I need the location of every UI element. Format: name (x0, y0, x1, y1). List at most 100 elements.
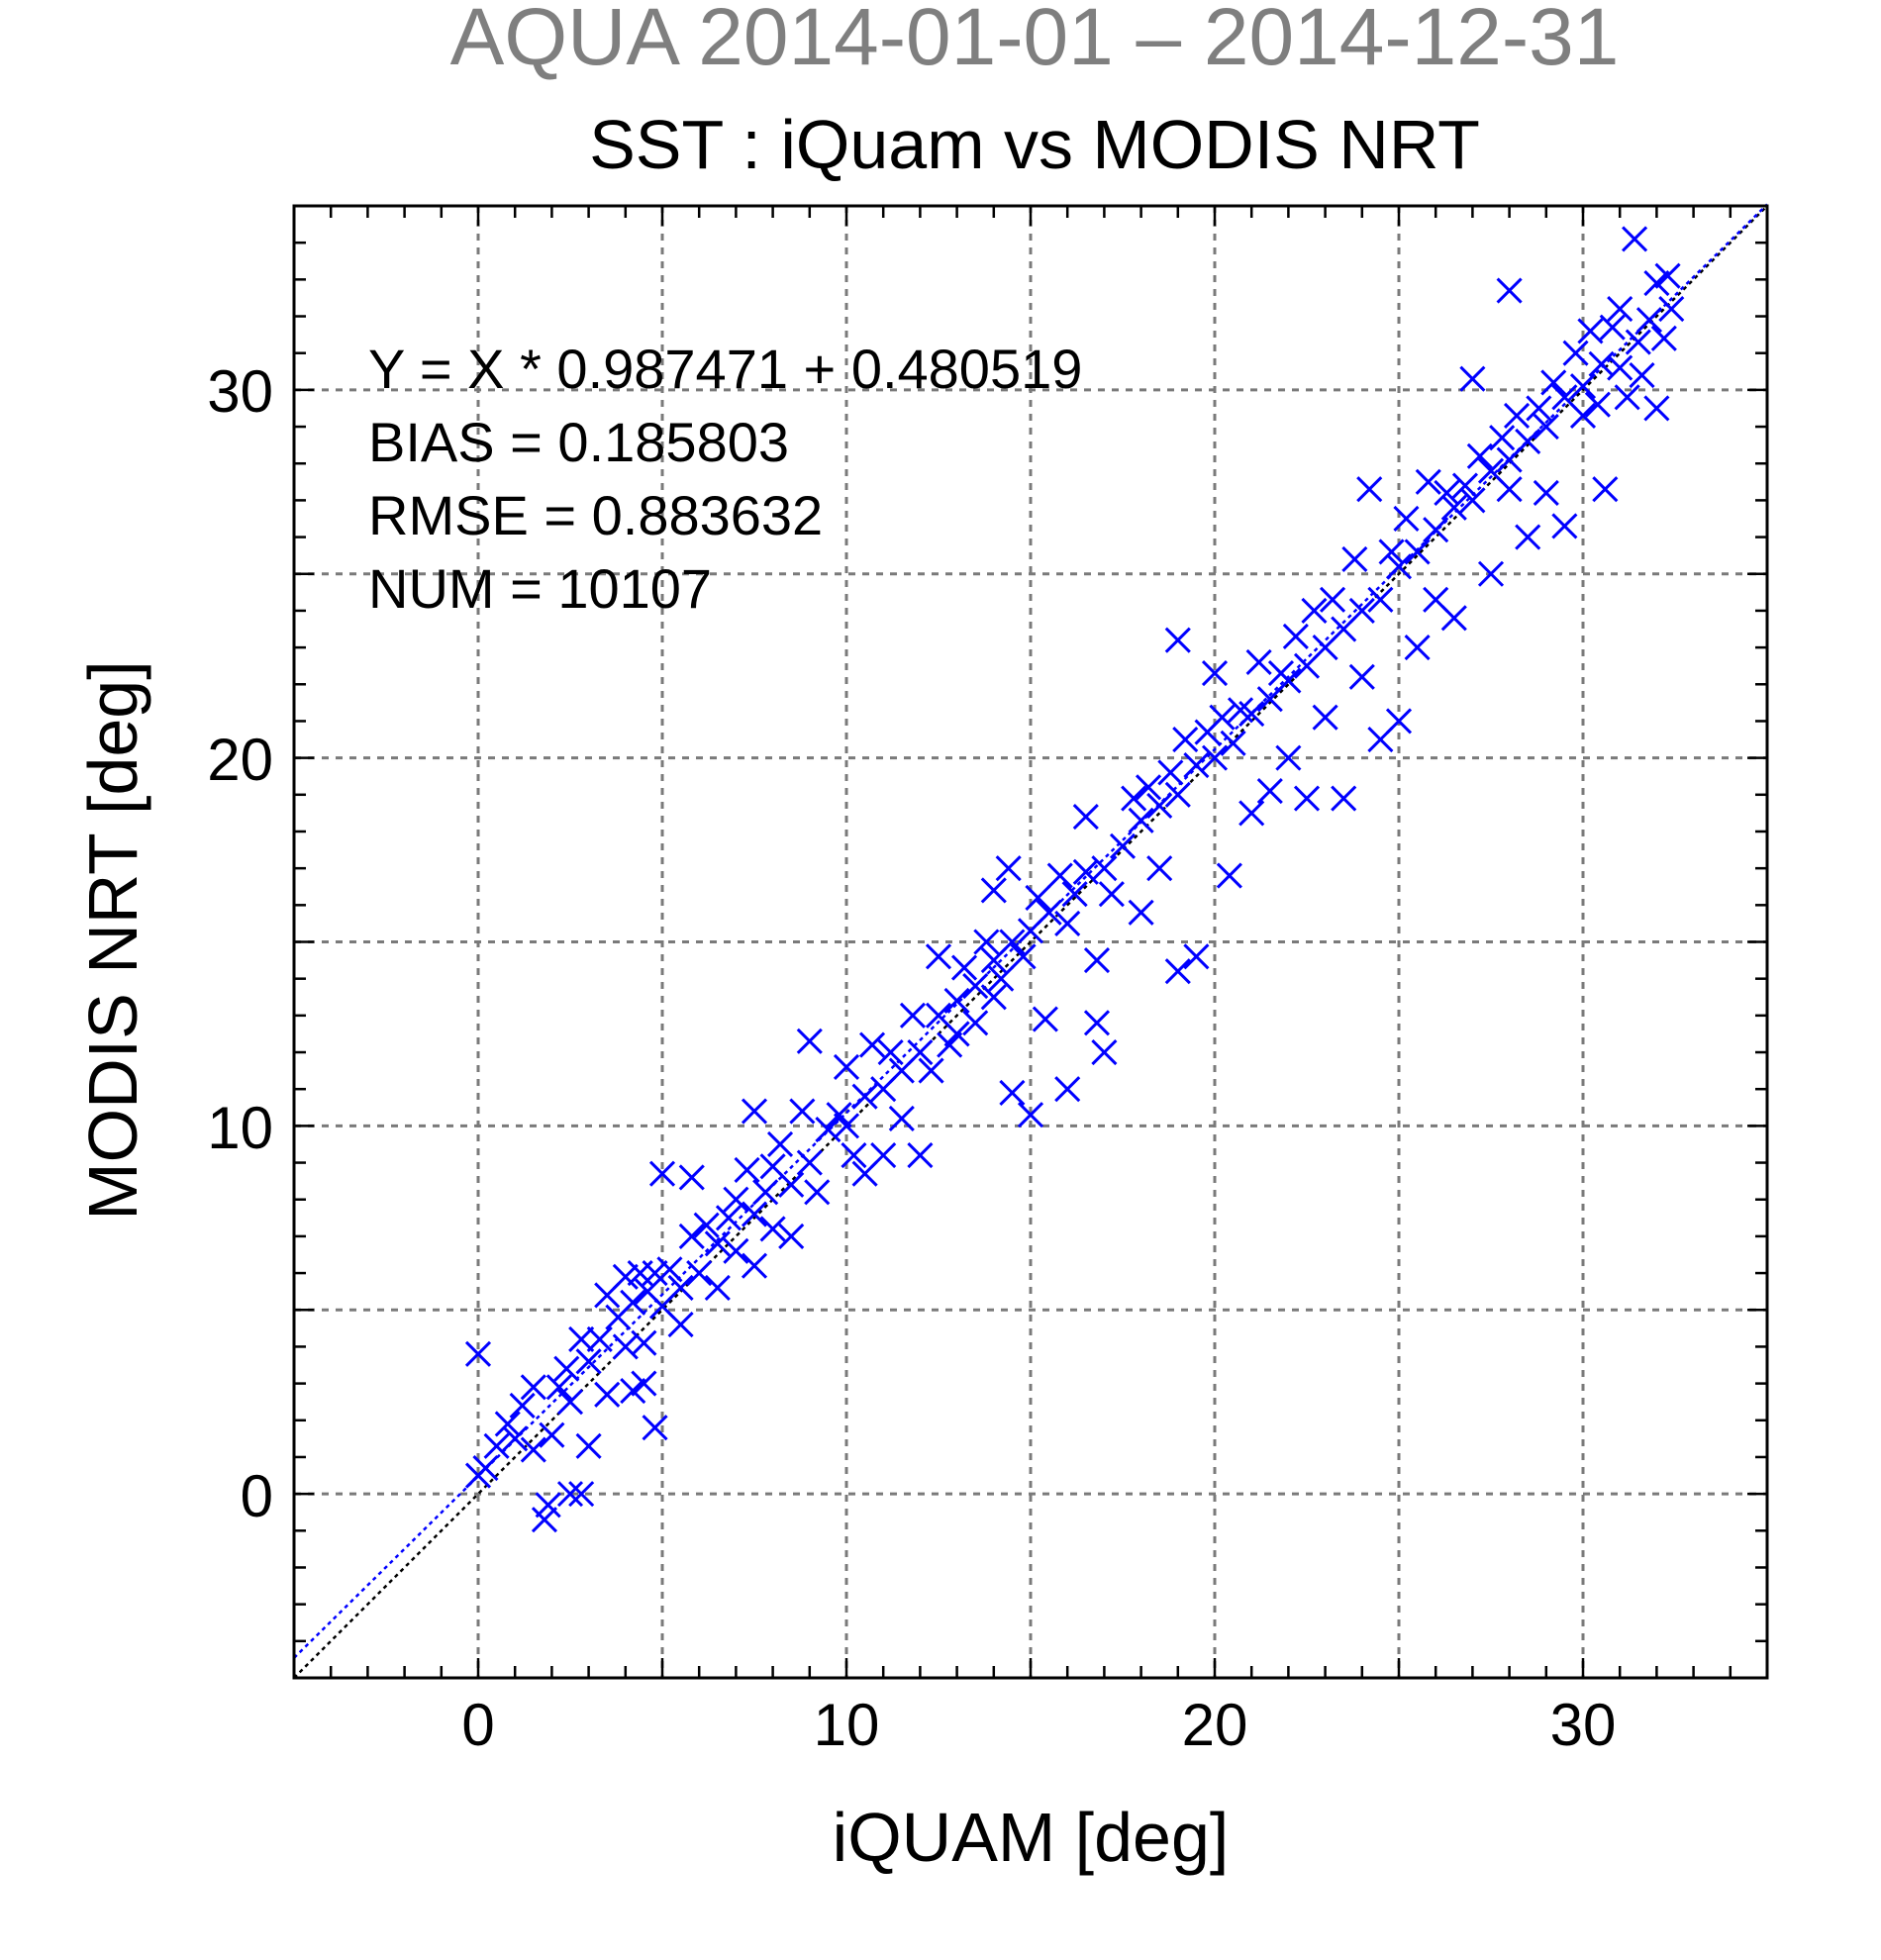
data-point (1157, 759, 1184, 786)
data-point (1216, 862, 1242, 889)
data-point (1650, 325, 1677, 351)
data-point (1622, 226, 1648, 252)
data-point (1183, 751, 1210, 779)
data-point (472, 1455, 499, 1482)
data-point (1054, 910, 1081, 936)
data-point (1301, 597, 1328, 624)
chart-subtitle: SST : iQuam vs MODIS NRT (589, 106, 1480, 183)
data-point (1319, 586, 1346, 613)
data-point (858, 1031, 886, 1058)
data-point (1209, 704, 1236, 731)
data-point (1415, 468, 1441, 495)
data-point (1629, 361, 1655, 389)
data-point (520, 1436, 546, 1463)
data-point (1569, 402, 1597, 429)
data-point (1423, 517, 1449, 543)
data-point (1496, 277, 1523, 304)
data-point (1607, 354, 1634, 381)
data-point (1164, 781, 1191, 808)
x-tick-label-10: 10 (814, 1692, 880, 1758)
data-point (483, 1432, 510, 1459)
data-point (1128, 807, 1154, 833)
rmse-value: RMSE = 0.883632 (368, 484, 823, 546)
data-point (520, 1374, 546, 1401)
data-point (943, 987, 970, 1015)
data-point (612, 1263, 639, 1290)
data-point (723, 1237, 749, 1264)
data-point (1614, 384, 1640, 411)
data-point (752, 1179, 779, 1206)
data-point (804, 1179, 831, 1206)
data-point (778, 1223, 805, 1249)
data-point (962, 1010, 989, 1036)
data-point (1540, 369, 1567, 396)
data-point (553, 1355, 580, 1382)
chart-title: AQUA 2014-01-01 – 2014-12-31 (450, 0, 1620, 82)
data-point (1275, 667, 1302, 694)
data-point (980, 984, 1007, 1011)
data-point (1010, 943, 1037, 970)
data-point (1183, 943, 1210, 970)
data-point (789, 1098, 816, 1125)
data-point (943, 1021, 970, 1047)
reference-lines (293, 203, 1768, 1679)
data-point (1562, 340, 1589, 366)
data-point (715, 1205, 742, 1231)
data-point (1503, 402, 1531, 429)
x-tick-label-30: 30 (1550, 1692, 1617, 1758)
data-point (999, 1079, 1026, 1106)
data-point (1348, 663, 1375, 690)
data-point (1635, 307, 1663, 334)
data-point (734, 1156, 760, 1184)
data-point (841, 1142, 867, 1169)
data-point (620, 1377, 646, 1405)
data-point (642, 1415, 668, 1441)
data-point (1551, 513, 1578, 539)
data-point (741, 1201, 768, 1227)
data-point (556, 1389, 584, 1416)
data-point (1109, 833, 1137, 859)
data-point (464, 1340, 492, 1367)
y-tick-label-0: 0 (241, 1463, 273, 1529)
data-point (1032, 1006, 1058, 1032)
data-point (594, 1381, 621, 1408)
y-tick-label-10: 10 (207, 1095, 273, 1161)
data-point (667, 1312, 694, 1338)
data-point (586, 1325, 613, 1353)
x-tick-labels: 0 10 20 30 (461, 1692, 1616, 1758)
data-point (723, 1186, 749, 1213)
data-point (1054, 1076, 1081, 1103)
num-value: NUM = 10107 (368, 557, 712, 620)
x-axis-label: iQUAM [deg] (833, 1799, 1230, 1876)
data-point (1404, 635, 1431, 661)
y-tick-label-30: 30 (207, 358, 273, 425)
data-point (502, 1425, 529, 1452)
data-point (833, 1053, 860, 1080)
data-point (704, 1274, 731, 1302)
data-point (1440, 494, 1467, 521)
data-point (568, 1481, 595, 1508)
data-point (1385, 708, 1413, 735)
data-point (1275, 744, 1302, 771)
data-point (1201, 744, 1229, 771)
data-point (1515, 428, 1541, 454)
data-point (973, 929, 1000, 955)
data-point (1046, 862, 1073, 889)
data-point (1164, 627, 1191, 653)
data-point (1245, 648, 1272, 676)
data-point (1440, 605, 1467, 632)
data-point (620, 1289, 646, 1316)
data-point (1172, 726, 1199, 753)
data-points (464, 226, 1685, 1533)
data-point (766, 1130, 794, 1158)
data-point (667, 1274, 694, 1302)
data-point (1017, 1102, 1044, 1128)
data-point (1348, 597, 1375, 624)
data-point (1220, 730, 1246, 756)
one-to-one-line (293, 205, 1768, 1679)
data-point (925, 943, 952, 970)
data-point (778, 1171, 805, 1198)
data-point (1404, 539, 1431, 565)
data-point (796, 1149, 823, 1176)
